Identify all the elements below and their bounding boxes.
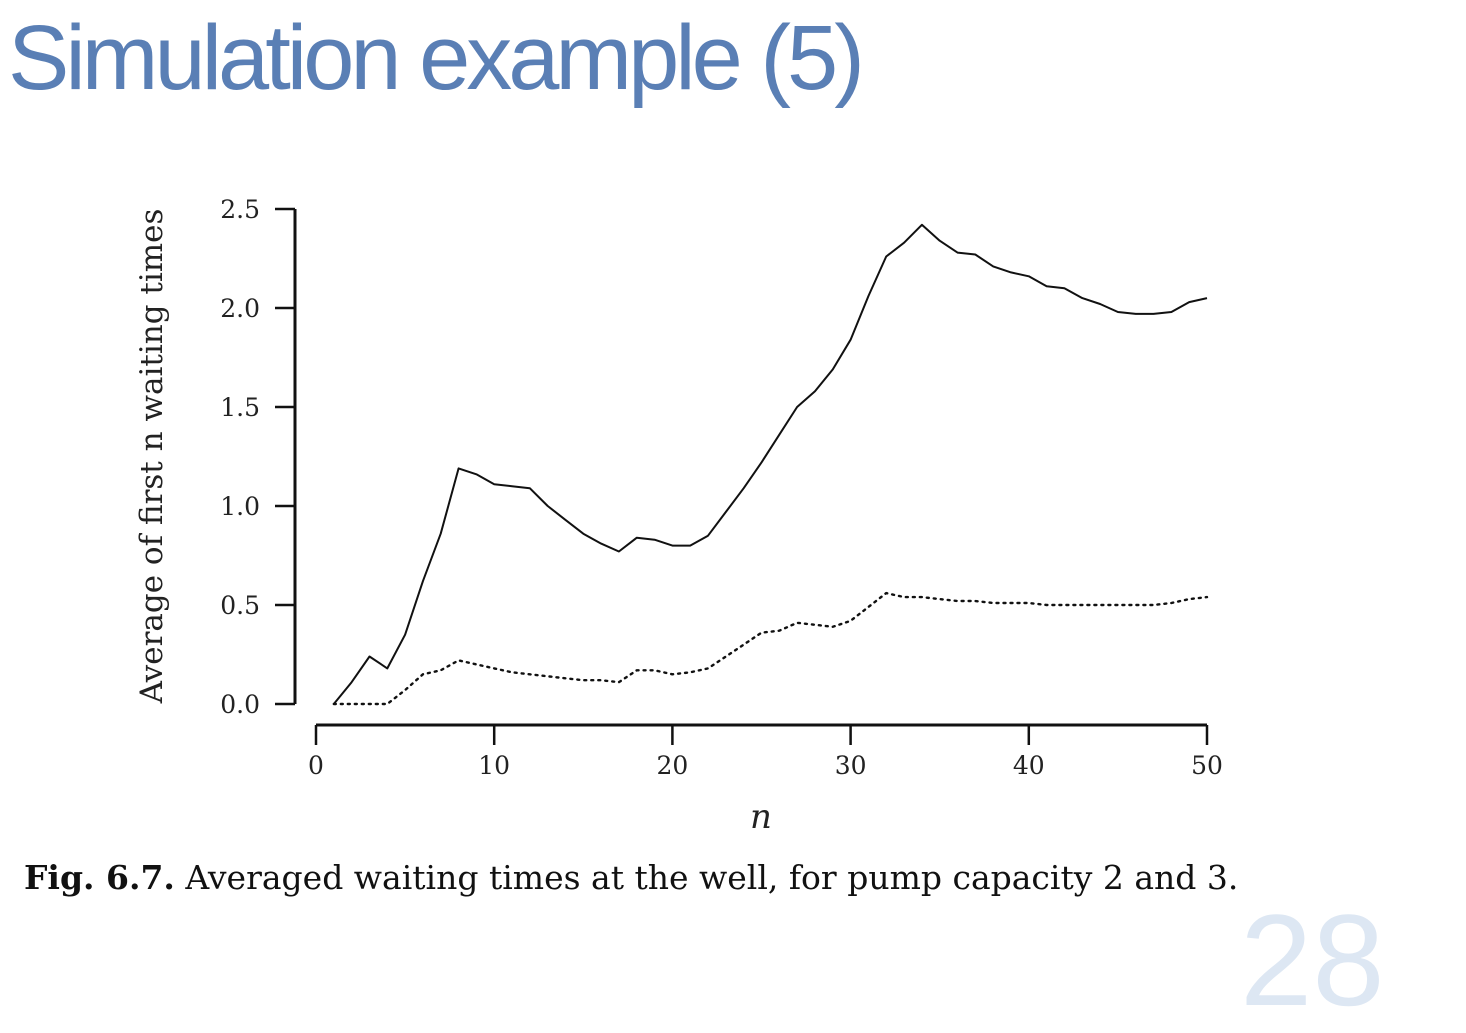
series-line-dotted — [332, 591, 1209, 706]
chart-axes: 0.0 0.5 1.0 1.5 2.0 2.5 0 10 20 30 40 50 — [220, 195, 1223, 780]
line-chart: 0.0 0.5 1.0 1.5 2.0 2.5 0 10 20 30 40 50 Average of… — [134, 195, 1223, 837]
y-tick-label: 0.5 — [220, 591, 260, 620]
y-axis-label: Average of first n waiting times — [134, 209, 170, 705]
y-tick-label: 0.0 — [220, 690, 260, 719]
x-tick-label: 40 — [1013, 751, 1045, 780]
figure-caption-text: Averaged waiting times at the well, for … — [185, 858, 1239, 897]
figure-caption-label: Fig. 6.7. — [24, 858, 175, 897]
chart-series — [332, 223, 1209, 706]
x-tick-label: 30 — [835, 751, 867, 780]
y-tick-label: 1.5 — [220, 393, 260, 422]
y-tick-label: 1.0 — [220, 492, 260, 521]
y-tick-label: 2.0 — [220, 294, 260, 323]
series-line-solid — [333, 223, 1208, 705]
x-axis-label: n — [750, 797, 772, 837]
x-tick-label: 20 — [656, 751, 688, 780]
y-tick-label: 2.5 — [220, 195, 260, 224]
x-tick-label: 50 — [1191, 751, 1223, 780]
x-tick-label: 0 — [308, 751, 324, 780]
x-tick-label: 10 — [478, 751, 510, 780]
page-number: 28 — [1240, 887, 1385, 1033]
figure-caption: Fig. 6.7. Averaged waiting times at the … — [24, 858, 1238, 897]
slide-title: Simulation example (5) — [8, 7, 865, 109]
